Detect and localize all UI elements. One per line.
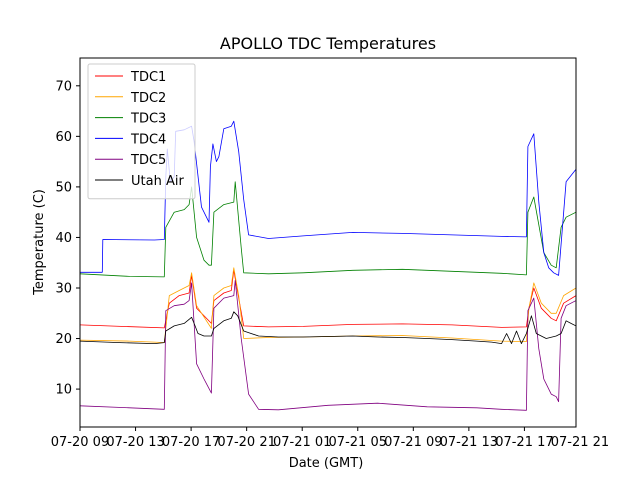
- x-tick-label: 07-21 01: [273, 435, 331, 450]
- y-tick-label: 30: [55, 281, 72, 296]
- x-tick-label: 07-20 17: [162, 435, 220, 450]
- y-tick-label: 40: [55, 231, 72, 246]
- series-line-tdc3: [80, 181, 576, 278]
- x-axis-label: Date (GMT): [289, 456, 364, 471]
- legend-box: [87, 63, 196, 200]
- x-tick-label: 07-21 05: [329, 435, 387, 450]
- series-line-tdc2: [80, 267, 576, 344]
- y-tick-label: 10: [55, 383, 72, 398]
- legend: TDC1 TDC2 TDC3 TDC4 TDC5 Utah Air: [87, 63, 196, 200]
- y-axis-label: Temperature (C): [32, 189, 47, 296]
- x-tick-label: 07-21 13: [440, 435, 498, 450]
- y-tick-label: 20: [55, 332, 72, 347]
- series-line-utah-air: [80, 311, 576, 345]
- x-tick-label: 07-20 21: [217, 435, 275, 450]
- plot-frame: [79, 57, 577, 428]
- y-tick-label: 50: [55, 180, 72, 195]
- legend-label-tdc2: TDC2: [130, 91, 166, 106]
- series-line-tdc5: [80, 279, 576, 411]
- x-tick-label: 07-20 09: [51, 435, 109, 450]
- y-tick-label: 60: [55, 130, 72, 145]
- legend-label-tdc5: TDC5: [130, 153, 166, 168]
- x-tick-label: 07-21 21: [551, 435, 609, 450]
- legend-label-utah-air: Utah Air: [131, 174, 184, 189]
- y-axis: 10 20 30 40 50 60 70: [55, 79, 80, 398]
- legend-label-tdc4: TDC4: [130, 132, 166, 147]
- y-tick-label: 70: [55, 79, 72, 94]
- x-tick-label: 07-21 17: [495, 435, 553, 450]
- series-line-tdc1: [80, 269, 576, 329]
- x-tick-label: 07-21 09: [384, 435, 442, 450]
- legend-label-tdc1: TDC1: [130, 70, 166, 85]
- legend-label-tdc3: TDC3: [130, 112, 166, 127]
- chart-title: APOLLO TDC Temperatures: [220, 34, 436, 53]
- x-tick-label: 07-20 13: [106, 435, 164, 450]
